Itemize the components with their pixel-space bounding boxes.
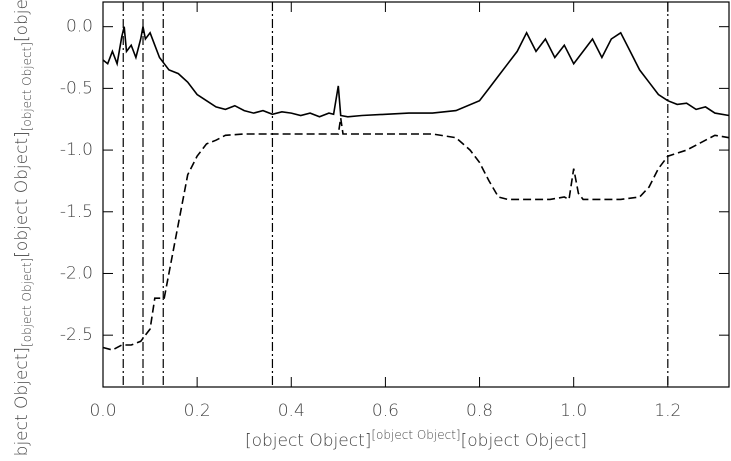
xlabel: [object Object][object Object][object Ob… [245,428,587,452]
data-line [102,26,730,118]
ylabel-part: [object Object] [12,131,32,257]
data-line [102,117,730,351]
x-tick-label: 1.2 [654,401,681,421]
ylabel-part: [object Object] [20,42,34,131]
plot-frame [102,1,730,388]
y-tick-label: -1.5 [60,202,93,222]
x-tick-label: 0.2 [184,401,211,421]
y-tick-label: -1.0 [60,140,93,160]
y-tick-label: 0.0 [66,17,93,37]
y-tick-label: -2.5 [60,325,93,345]
y-tick-label: -0.5 [60,78,93,98]
xlabel-part: [object Object] [371,428,460,442]
ylabel-part: [object Object] [12,347,32,457]
ylabel-part: [object Object] [20,258,34,347]
x-tick-label: 0.0 [89,401,116,421]
x-tick-label: 1.0 [560,401,587,421]
x-tick-label: 0.4 [278,401,305,421]
xlabel-part: [object Object] [245,431,371,451]
y-tick-label: -2.0 [60,263,93,283]
xlabel-part: [object Object] [461,431,587,451]
x-tick-label: 0.6 [372,401,399,421]
ylabel-part: [object Object] [12,0,32,42]
x-tick-label: 0.8 [466,401,493,421]
ylabel: [object Object][object Object][object Ob… [12,0,34,457]
